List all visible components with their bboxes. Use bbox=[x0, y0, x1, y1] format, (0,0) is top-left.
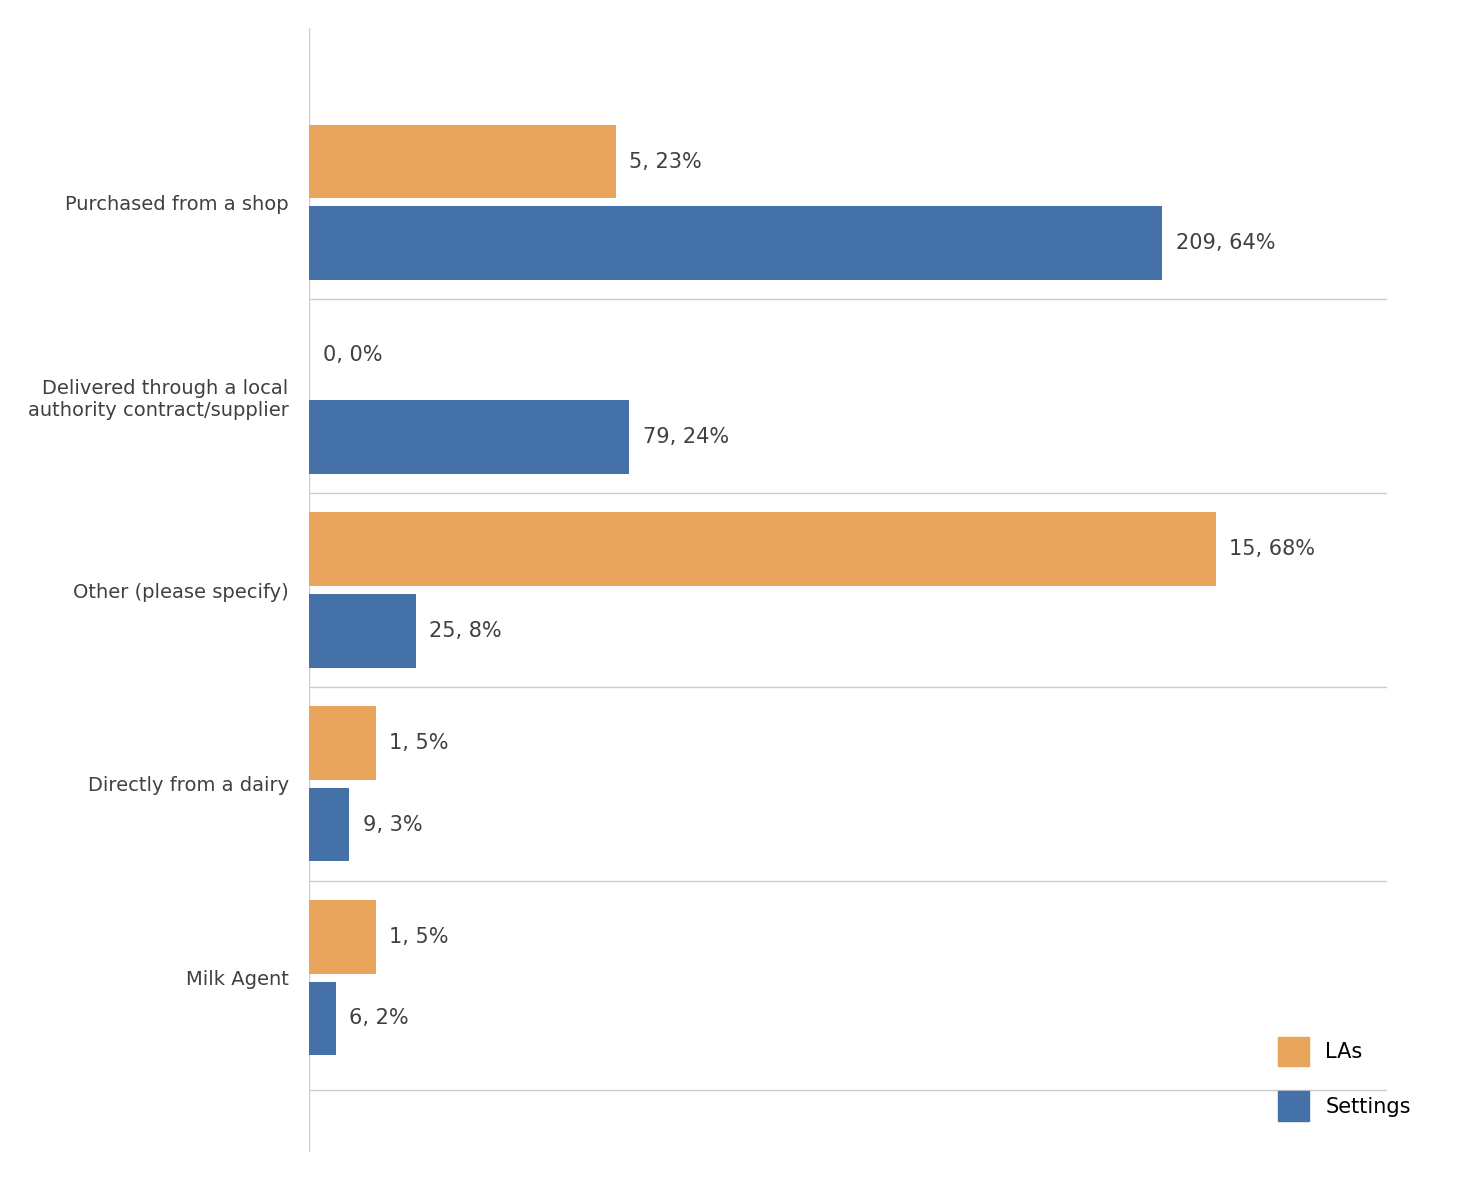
Text: 6, 2%: 6, 2% bbox=[350, 1009, 409, 1029]
Text: 209, 64%: 209, 64% bbox=[1176, 232, 1274, 253]
Bar bbox=[310, 982, 337, 1055]
Bar bbox=[310, 400, 629, 473]
Bar bbox=[310, 125, 616, 198]
Bar bbox=[310, 594, 416, 668]
Text: 1, 5%: 1, 5% bbox=[390, 733, 448, 753]
Bar bbox=[310, 512, 1216, 586]
Text: 1, 5%: 1, 5% bbox=[390, 927, 448, 948]
Text: 25, 8%: 25, 8% bbox=[429, 621, 503, 641]
Bar bbox=[310, 900, 376, 974]
Text: 5, 23%: 5, 23% bbox=[629, 151, 703, 171]
Text: 0, 0%: 0, 0% bbox=[323, 346, 382, 366]
Bar bbox=[310, 788, 350, 861]
Text: 15, 68%: 15, 68% bbox=[1229, 539, 1316, 559]
Bar bbox=[310, 206, 1163, 280]
Bar bbox=[310, 707, 376, 780]
Legend: LAs, Settings: LAs, Settings bbox=[1257, 1016, 1432, 1142]
Text: 9, 3%: 9, 3% bbox=[363, 814, 422, 834]
Text: 79, 24%: 79, 24% bbox=[642, 427, 729, 447]
